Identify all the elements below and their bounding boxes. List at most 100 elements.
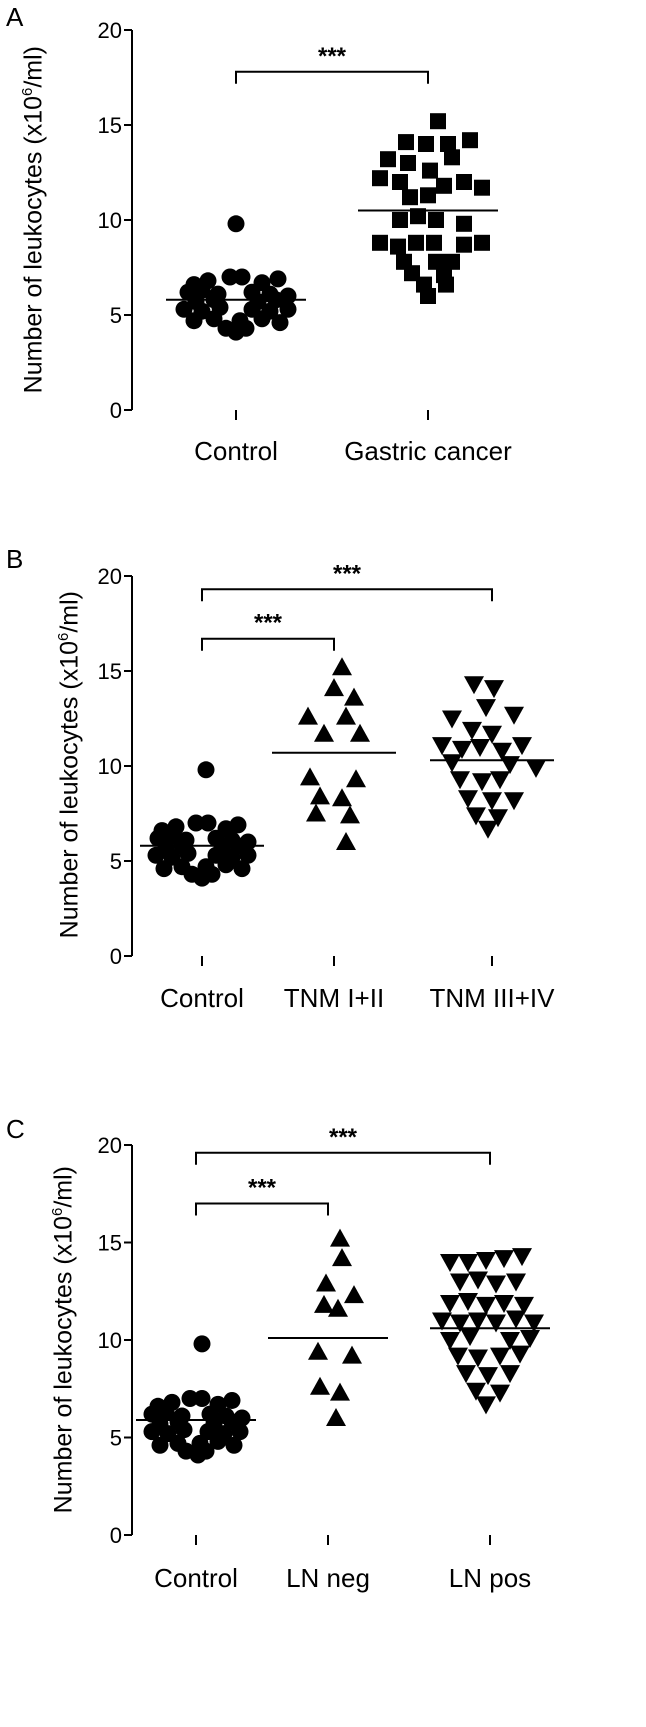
data-point xyxy=(494,1250,514,1269)
x-category-label: TNM III+IV xyxy=(430,983,556,1013)
data-point xyxy=(314,1294,334,1313)
data-point xyxy=(344,687,364,706)
data-point xyxy=(468,1312,488,1331)
data-point xyxy=(151,1436,169,1454)
data-point xyxy=(225,1436,243,1454)
data-point xyxy=(474,179,490,196)
data-point xyxy=(456,236,472,253)
data-point xyxy=(310,786,330,805)
significance-bracket xyxy=(195,1202,329,1216)
data-point xyxy=(438,276,454,293)
data-point xyxy=(420,288,436,304)
data-point xyxy=(460,1328,480,1347)
data-point xyxy=(199,814,217,832)
data-point xyxy=(143,1423,161,1441)
data-point xyxy=(458,1293,478,1311)
y-tick-label: 5 xyxy=(110,303,122,328)
significance-bracket xyxy=(235,70,429,84)
x-category-label: Control xyxy=(160,983,244,1013)
data-point xyxy=(510,1345,530,1364)
y-tick-label: 0 xyxy=(110,398,122,423)
data-point xyxy=(330,1228,350,1247)
data-point xyxy=(187,814,205,832)
data-point xyxy=(253,310,271,328)
data-point xyxy=(484,680,504,699)
data-point xyxy=(478,820,498,839)
data-point xyxy=(426,234,442,251)
data-point xyxy=(390,238,406,255)
data-point xyxy=(229,816,247,834)
panel-b: B Number of leukocytes (x106/ml) 0 5 10 15 2… xyxy=(0,540,646,1100)
data-point xyxy=(468,1349,488,1368)
data-point xyxy=(462,721,482,740)
data-point xyxy=(422,162,438,179)
data-point xyxy=(436,177,452,194)
data-point xyxy=(239,846,257,864)
data-point xyxy=(175,1421,193,1439)
panel-label: C xyxy=(6,1114,25,1144)
data-point xyxy=(512,737,532,756)
data-point xyxy=(432,1312,452,1331)
data-point xyxy=(500,1332,520,1350)
panel-label: B xyxy=(6,544,24,574)
data-point xyxy=(476,1252,496,1271)
data-point xyxy=(271,314,289,332)
data-point xyxy=(223,1391,241,1409)
data-point xyxy=(314,723,334,742)
data-point xyxy=(490,1384,510,1403)
significance-label: *** xyxy=(329,1124,358,1151)
data-point xyxy=(440,1332,460,1350)
data-point xyxy=(456,174,472,190)
data-point xyxy=(476,699,496,718)
y-tick-label: 0 xyxy=(110,1523,122,1548)
data-point xyxy=(193,1335,211,1353)
data-point xyxy=(410,208,426,225)
data-point xyxy=(408,234,424,251)
data-point xyxy=(432,737,452,756)
data-point xyxy=(492,742,512,761)
data-point xyxy=(462,132,478,149)
data-point xyxy=(155,860,173,878)
data-point xyxy=(520,1330,540,1349)
data-point xyxy=(324,678,344,697)
panel-label: A xyxy=(6,2,24,32)
y-tick-label: 15 xyxy=(98,113,122,138)
y-tick-label: 20 xyxy=(98,564,122,589)
data-point xyxy=(179,844,197,862)
data-point xyxy=(398,134,414,151)
data-point xyxy=(336,832,356,850)
data-point xyxy=(175,300,193,318)
data-point xyxy=(442,710,462,729)
data-point xyxy=(342,1345,362,1364)
significance-bracket xyxy=(201,588,493,602)
data-point xyxy=(464,676,484,695)
data-point xyxy=(444,149,460,166)
data-point xyxy=(440,1254,460,1272)
data-point xyxy=(209,1432,227,1450)
data-point xyxy=(500,1365,520,1384)
data-point xyxy=(526,759,546,778)
data-point xyxy=(346,769,366,788)
data-point xyxy=(332,657,352,676)
data-point xyxy=(328,1298,348,1317)
data-point xyxy=(330,1382,350,1401)
data-point xyxy=(147,846,165,864)
data-point xyxy=(197,761,215,779)
data-point xyxy=(490,771,510,790)
data-point xyxy=(221,268,239,286)
data-point xyxy=(512,1248,532,1267)
data-point xyxy=(430,113,446,130)
data-point xyxy=(476,1296,496,1315)
data-point xyxy=(193,1390,211,1407)
data-point xyxy=(402,189,418,206)
data-point xyxy=(400,155,416,171)
data-point xyxy=(466,1382,486,1401)
data-point xyxy=(466,807,486,826)
data-point xyxy=(193,869,211,887)
data-point xyxy=(472,773,492,792)
data-point xyxy=(181,1390,199,1407)
data-point xyxy=(506,1273,526,1292)
data-point xyxy=(227,215,245,233)
data-point xyxy=(332,788,352,807)
data-point xyxy=(450,1273,470,1292)
